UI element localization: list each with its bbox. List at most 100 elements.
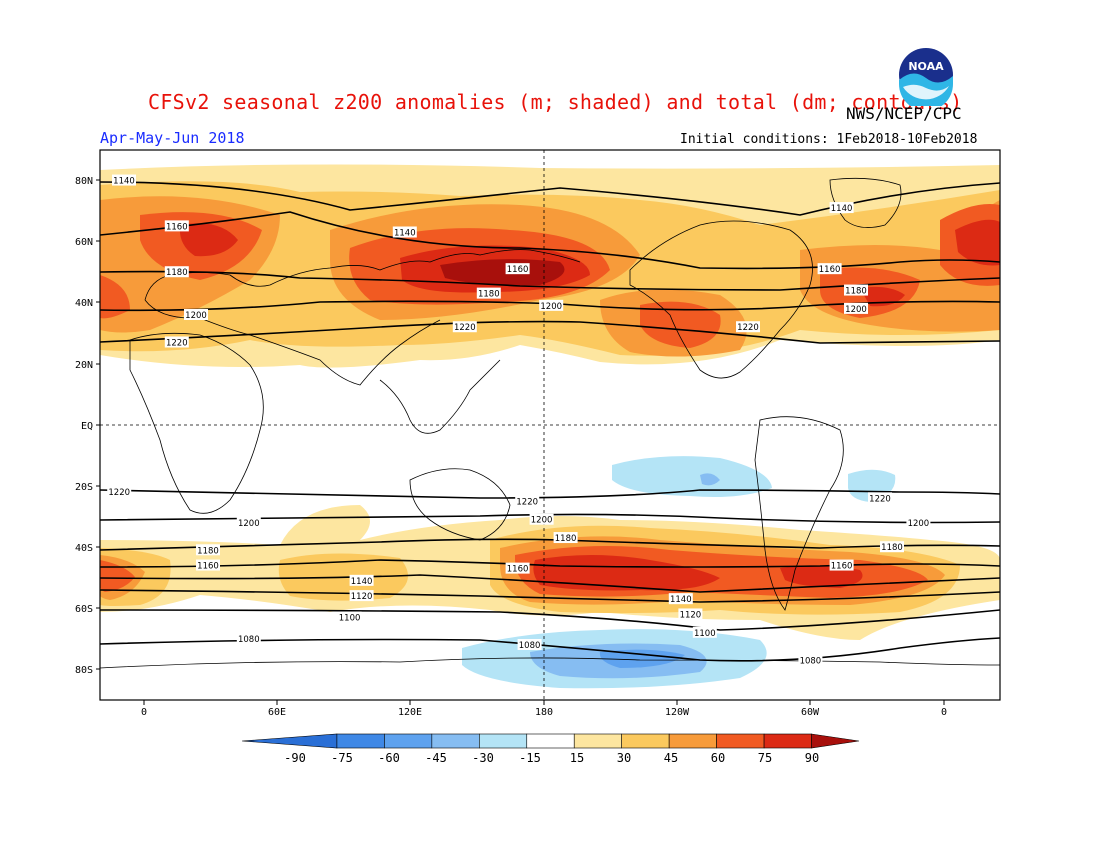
contour-value: 1200: [185, 311, 207, 321]
contour-value: 1120: [351, 592, 373, 602]
contour-label: 1180: [476, 287, 501, 300]
shaded-anomalies: [100, 164, 1000, 689]
contour-label: 1140: [349, 574, 374, 587]
coast-south-america: [754, 416, 844, 611]
contour-label: 1160: [505, 263, 530, 275]
contour-value: 1220: [108, 488, 130, 498]
contour-value: 1080: [519, 641, 541, 651]
colorbar-label: 60: [711, 751, 725, 765]
contour-sh-1100: [100, 609, 1000, 631]
colorbar-label: -45: [425, 751, 447, 765]
colorbar-bin: [811, 733, 860, 749]
contour-value: 1200: [540, 302, 562, 312]
lat-label: EQ: [81, 421, 93, 432]
contour-value: 1120: [680, 610, 702, 620]
colorbar-label: -15: [519, 751, 541, 765]
lon-label: 0: [941, 707, 947, 718]
colorbar-label: -90: [284, 751, 306, 765]
contour-value: 1180: [881, 543, 903, 553]
lat-label: 20N: [75, 360, 93, 371]
contour-label: 1220: [452, 321, 477, 333]
lon-label: 120W: [665, 707, 690, 718]
contour-value: 1140: [113, 177, 135, 187]
contour-label: 1080: [798, 654, 823, 666]
lat-label: 40S: [75, 543, 93, 554]
contour-value: 1140: [394, 229, 416, 239]
colorbar-bin: [573, 733, 622, 749]
coast-antarctica: [100, 657, 1000, 669]
contour-label: 1220: [868, 492, 892, 504]
noaa-logo-text: NOAA: [908, 60, 944, 73]
noaa-logo: NOAA: [896, 45, 956, 106]
contour-value: 1140: [670, 595, 692, 605]
contour-value: 1200: [531, 516, 553, 526]
contour-value: 1180: [166, 268, 188, 278]
lat-label: 80S: [75, 665, 93, 676]
colorbar-label: 45: [664, 751, 678, 765]
lat-label: 20S: [75, 482, 93, 493]
lat-label: 60S: [75, 604, 93, 615]
contour-label: 1120: [678, 608, 703, 620]
lat-label: 80N: [75, 176, 93, 187]
colorbar-bin: [431, 733, 480, 749]
contour-label: 1220: [107, 486, 132, 498]
contour-label: 1200: [236, 516, 261, 529]
contour-label: 1080: [236, 632, 261, 645]
lon-label: 60W: [801, 707, 820, 718]
contour-value: 1220: [869, 494, 891, 504]
height-contours: [100, 181, 1000, 662]
forecast-period: Apr-May-Jun 2018: [100, 129, 245, 147]
colorbar-label: 15: [570, 751, 584, 765]
contour-sh-1080: [100, 637, 1000, 662]
colorbar: [241, 733, 860, 749]
contour-label: 1140: [112, 174, 136, 187]
colorbar-label: 30: [617, 751, 631, 765]
lat-label: 40N: [75, 298, 93, 309]
chart-title: CFSv2 seasonal z200 anomalies (m; shaded…: [148, 90, 963, 114]
contour-sh-1120: [100, 589, 1000, 603]
colorbar-bin: [241, 733, 338, 749]
agency-label: NWS/NCEP/CPC: [846, 104, 962, 123]
contour-value: 1220: [737, 323, 759, 333]
contour-label: 1160: [505, 562, 530, 575]
colorbar-label: -75: [331, 751, 353, 765]
contour-value: 1200: [238, 519, 260, 529]
contour-label: 1180: [164, 266, 189, 278]
contour-value: 1080: [238, 635, 260, 645]
contour-value: 1220: [454, 323, 476, 333]
colorbar-label: -60: [378, 751, 400, 765]
colorbar-label: 90: [805, 751, 819, 765]
colorbar-bin: [716, 733, 765, 749]
contour-value: 1080: [800, 656, 822, 666]
contour-sh-1220: [100, 489, 1000, 499]
initial-conditions-label: Initial conditions: 1Feb2018-10Feb2018: [680, 132, 978, 147]
lon-label: 180: [535, 707, 553, 718]
colorbar-bin: [526, 733, 575, 749]
contour-label: 1180: [196, 544, 220, 556]
contour-label: 1180: [844, 284, 868, 297]
contour-value: 1160: [831, 562, 853, 572]
contour-sh-1160: [100, 559, 1000, 568]
colorbar-bin: [668, 733, 717, 749]
colorbar-bin: [621, 733, 670, 749]
colorbar-bin: [763, 733, 812, 749]
contour-label: 1220: [164, 336, 189, 349]
contour-label: 1100: [337, 611, 362, 624]
contour-value: 1160: [507, 565, 529, 575]
contour-label: 1220: [515, 495, 540, 507]
contour-label: 1160: [829, 559, 854, 572]
contour-value: 1160: [197, 562, 219, 572]
contour-label: 1200: [539, 299, 564, 312]
contour-value: 1220: [516, 497, 538, 507]
lon-label: 60E: [268, 707, 286, 718]
contour-value: 1140: [351, 577, 373, 587]
contour-label: 1160: [817, 263, 842, 275]
contour-label: 1180: [880, 541, 904, 553]
contour-label: 1220: [736, 321, 760, 333]
contour-label: 1120: [349, 590, 374, 602]
colorbar-labels: -90 -75 -60 -45 -30 -15 15 30 45 60 75 9…: [284, 751, 819, 765]
coast-australia: [409, 468, 511, 541]
contour-label: 1200: [844, 302, 868, 315]
longitude-labels: 0 60E 120E 180 120W 60W 0: [141, 707, 947, 718]
